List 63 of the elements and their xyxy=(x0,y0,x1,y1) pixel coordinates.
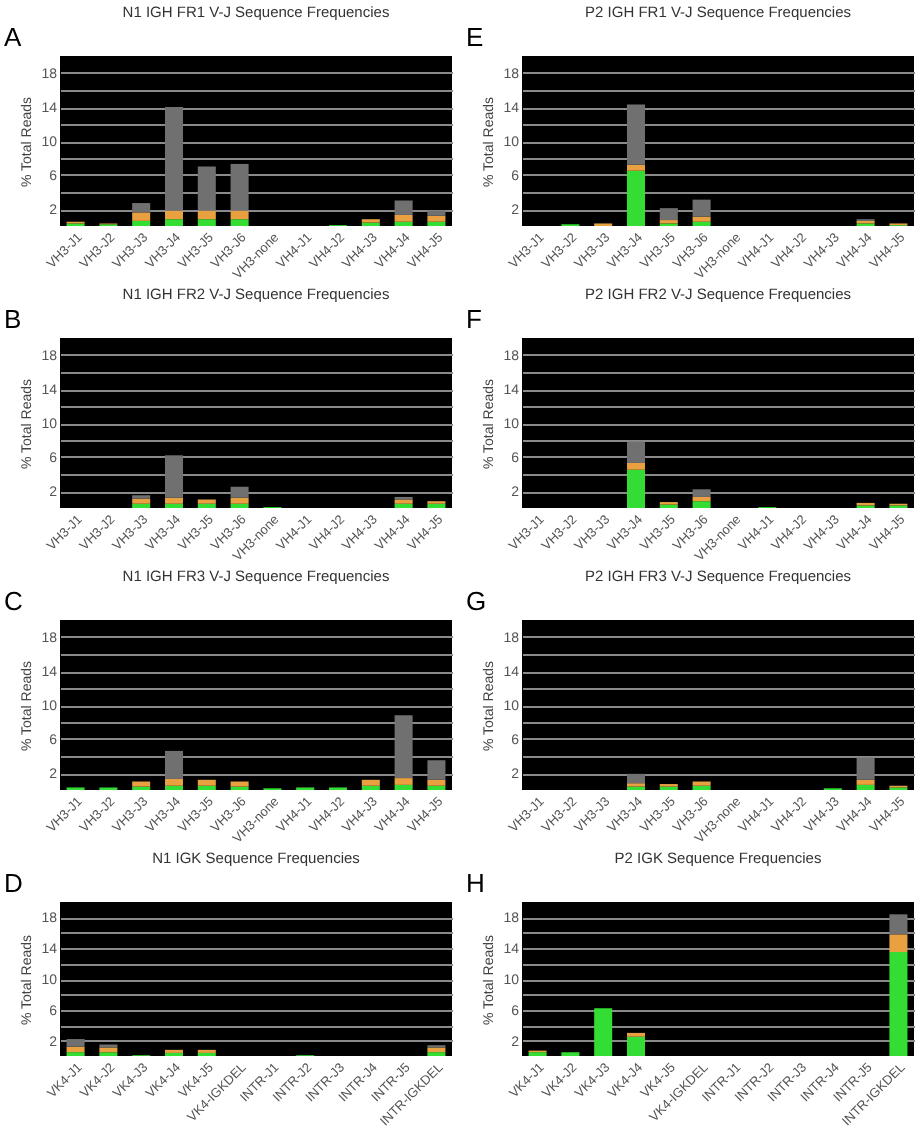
bar xyxy=(164,455,184,498)
bar xyxy=(164,107,184,211)
text: A xyxy=(4,22,22,52)
bar xyxy=(692,489,711,497)
bar xyxy=(394,715,413,779)
text: E xyxy=(466,22,484,52)
bar xyxy=(626,462,646,470)
text: G xyxy=(466,586,487,616)
bar xyxy=(856,757,875,780)
bar xyxy=(427,760,446,780)
text: D xyxy=(4,868,23,898)
text: H xyxy=(466,868,485,898)
bar xyxy=(889,914,908,935)
bar xyxy=(659,208,678,221)
bar xyxy=(197,166,216,211)
bar xyxy=(889,952,908,1056)
bar xyxy=(394,784,413,790)
bar xyxy=(427,215,446,222)
bar xyxy=(66,1046,85,1053)
bar xyxy=(132,203,151,213)
bar xyxy=(132,498,151,504)
bar xyxy=(361,779,380,786)
bar xyxy=(164,219,184,226)
bar xyxy=(164,210,184,220)
bar xyxy=(164,497,184,504)
bar xyxy=(626,164,646,171)
bar xyxy=(427,210,446,216)
bar xyxy=(427,779,446,786)
bar xyxy=(626,773,646,784)
bar xyxy=(132,220,151,226)
bar xyxy=(594,1008,613,1056)
bar xyxy=(394,778,413,785)
bar xyxy=(164,778,184,786)
bar xyxy=(626,104,646,165)
bar xyxy=(626,469,646,508)
bar xyxy=(197,219,216,226)
text: F xyxy=(466,304,482,334)
bar xyxy=(626,170,646,226)
bar xyxy=(626,441,646,463)
bar xyxy=(692,496,711,502)
bar xyxy=(692,501,711,508)
bar xyxy=(164,750,184,779)
bar xyxy=(889,934,908,953)
bar xyxy=(230,163,249,211)
bar xyxy=(230,219,249,226)
bar xyxy=(230,486,249,498)
bar xyxy=(692,199,711,217)
bar xyxy=(394,200,413,215)
bar xyxy=(230,497,249,504)
bar xyxy=(856,779,875,785)
bar xyxy=(626,1036,646,1056)
bar xyxy=(197,779,216,786)
text: C xyxy=(4,586,23,616)
text: B xyxy=(4,304,22,334)
bar xyxy=(132,212,151,221)
bar xyxy=(132,781,151,787)
bar xyxy=(856,784,875,790)
bar xyxy=(230,210,249,220)
bar xyxy=(692,216,711,222)
bar xyxy=(394,214,413,222)
bar xyxy=(230,781,249,787)
bar xyxy=(66,1039,85,1047)
bar xyxy=(197,210,216,220)
